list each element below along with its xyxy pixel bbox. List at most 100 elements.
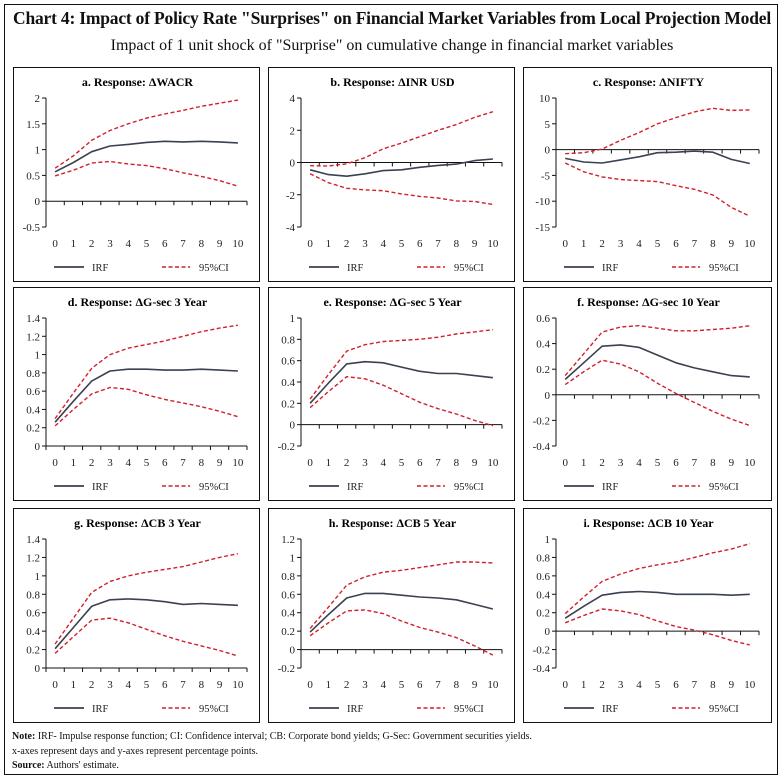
y-tick-label: -0.4 [533,663,551,675]
x-tick-label: 10 [487,238,499,250]
x-tick-label: 2 [599,238,605,250]
irf-line [565,150,750,165]
x-tick-label: 3 [618,679,624,691]
legend-irf-label: IRF [602,263,619,274]
x-tick-label: 6 [162,457,168,469]
x-tick-label: 7 [435,679,441,691]
legend-irf-label: IRF [602,482,619,493]
ci-upper-line [564,542,750,615]
y-tick-label: 1.2 [281,534,295,546]
y-tick-label: 0 [545,626,551,638]
x-tick-label: 0 [562,238,568,250]
y-tick-label: 0 [290,645,296,657]
panel-title: b. Response: ΔINR USD [330,75,455,89]
x-tick-label: 6 [673,238,679,250]
irf-line [54,368,238,423]
legend-ci-label: 95%CI [454,704,484,715]
x-tick-label: 7 [180,679,186,691]
x-tick-label: 4 [380,679,386,691]
panel-title: i. Response: ΔCB 10 Year [583,516,714,530]
x-tick-label: 10 [487,457,499,469]
x-tick-label: 6 [673,457,679,469]
y-tick-label: 0.6 [26,608,40,620]
ci-upper-line [309,329,493,400]
y-tick-label: 1 [35,145,41,157]
x-tick-label: 9 [729,238,735,250]
y-tick-label: 0.2 [536,364,550,376]
legend-irf-label: IRF [347,482,364,493]
x-tick-label: 2 [344,457,350,469]
panel-title: c. Response: ΔNIFTY [593,75,705,89]
y-tick-label: -0.4 [533,441,551,453]
y-tick-label: 0 [290,158,296,170]
x-tick-label: 10 [744,457,756,469]
x-tick-label: 10 [744,238,756,250]
ci-upper-line [54,99,239,169]
panel-title: f. Response: ΔG-sec 10 Year [577,295,720,309]
x-tick-label: 10 [232,457,244,469]
panel-svg: i. Response: ΔCB 10 Year -0.4 -0.2 0 0.2 0.4 0… [533,516,760,715]
x-tick-label: 2 [344,679,350,691]
x-tick-label: 9 [472,679,478,691]
x-tick-label: 5 [144,238,150,250]
y-tick-label: 0.4 [536,589,550,601]
chart-panel: f. Response: ΔG-sec 10 Year -0.4 -0.2 0 0.2 0… [523,287,772,501]
y-tick-label: 1 [35,571,41,583]
x-tick-label: 6 [417,457,423,469]
y-tick-label: -15 [535,222,550,234]
figure-frame [4,4,778,775]
irf-line [54,598,238,650]
ci-lower-line [564,608,750,646]
x-tick-label: 6 [417,238,423,250]
x-tick-label: 1 [326,238,332,250]
legend-ci-label: 95%CI [199,704,229,715]
irf-line [54,140,238,173]
note-line: Note: IRF- Impulse response function; CI… [12,730,532,745]
y-tick-label: 0 [290,420,296,432]
legend-ci-label: 95%CI [709,482,739,493]
y-tick-label: 1 [290,313,296,325]
x-tick-label: 9 [217,679,223,691]
x-tick-label: 8 [710,679,716,691]
x-tick-label: 0 [307,679,313,691]
x-tick-label: 1 [581,679,587,691]
note-text: IRF- Impulse response function; CI: Conf… [35,731,532,742]
irf-line [309,360,493,404]
ci-lower-line [309,609,494,656]
x-tick-label: 6 [417,679,423,691]
chart-title: Chart 4: Impact of Policy Rate "Surprise… [13,8,771,28]
y-tick-label: -0.5 [23,222,41,234]
x-tick-label: 0 [307,238,313,250]
chart-panel: h. Response: ΔCB 5 Year -0.2 0 0.2 0.4 0.6 0.8… [268,508,515,723]
source-line: Source: Authors' estimate. [12,759,532,774]
x-tick-label: 9 [217,238,223,250]
y-tick-label: -0.2 [278,441,295,453]
chart-panel: c. Response: ΔNIFTY -15 -10 -5 0 5 10 0 1 2 3 4 5 6 7 8… [523,67,772,282]
ci-lower-line [309,173,494,206]
y-tick-label: -0.2 [533,645,550,657]
x-tick-label: 7 [692,679,698,691]
x-tick-label: 9 [472,457,478,469]
x-tick-label: 1 [71,457,77,469]
x-tick-label: 0 [307,457,313,469]
x-tick-label: 0 [52,238,58,250]
y-tick-label: 0.6 [281,589,295,601]
y-tick-label: 0.8 [26,589,40,601]
x-tick-label: 3 [107,238,113,250]
y-tick-label: 0.4 [281,608,295,620]
x-tick-label: 7 [692,457,698,469]
x-tick-label: 5 [399,457,405,469]
x-tick-label: 7 [180,238,186,250]
legend-ci-label: 95%CI [709,704,739,715]
y-tick-label: 0 [35,196,41,208]
x-tick-label: 4 [125,457,131,469]
y-tick-label: -10 [535,196,550,208]
x-tick-label: 2 [344,238,350,250]
x-tick-label: 9 [217,457,223,469]
irf-line [309,158,493,177]
irf-line [564,344,750,380]
x-tick-label: 8 [199,679,205,691]
y-tick-label: 1.5 [26,119,40,131]
y-tick-label: 1 [35,350,41,362]
y-tick-label: -5 [541,170,551,182]
